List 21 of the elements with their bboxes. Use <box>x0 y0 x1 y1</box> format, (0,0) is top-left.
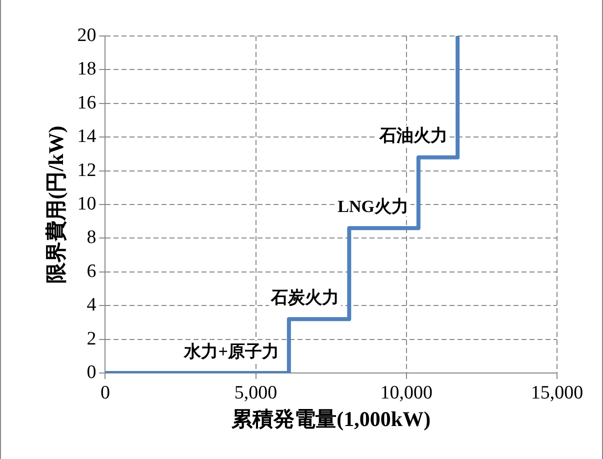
y-tick-label: 0 <box>86 362 96 383</box>
y-tick-label: 4 <box>86 294 97 316</box>
y-tick-label: 16 <box>77 92 96 114</box>
y-tick-label: 20 <box>77 24 96 46</box>
annotation: LNG火力 <box>338 196 408 216</box>
y-tick-label: 14 <box>77 126 97 148</box>
y-tick-label: 2 <box>86 328 96 350</box>
y-tick-label: 8 <box>86 227 96 248</box>
y-tick-label: 18 <box>77 58 96 80</box>
y-tick-label: 6 <box>86 260 96 282</box>
x-tick-label: 5,000 <box>234 382 278 404</box>
annotation: 石油火力 <box>378 126 448 146</box>
y-tick-label: 10 <box>77 193 96 214</box>
x-axis-title: 累積発電量(1,000kW) <box>230 406 431 431</box>
x-tick-label: 0 <box>100 382 110 404</box>
annotation: 石炭火力 <box>270 288 340 307</box>
y-axis-title: 限界費用(円/kW) <box>44 126 68 284</box>
annotation: 水力+原子力 <box>183 342 279 361</box>
x-tick-label: 15,000 <box>530 382 584 404</box>
x-tick-label: 10,000 <box>380 382 433 404</box>
y-tick-label: 12 <box>77 160 96 181</box>
